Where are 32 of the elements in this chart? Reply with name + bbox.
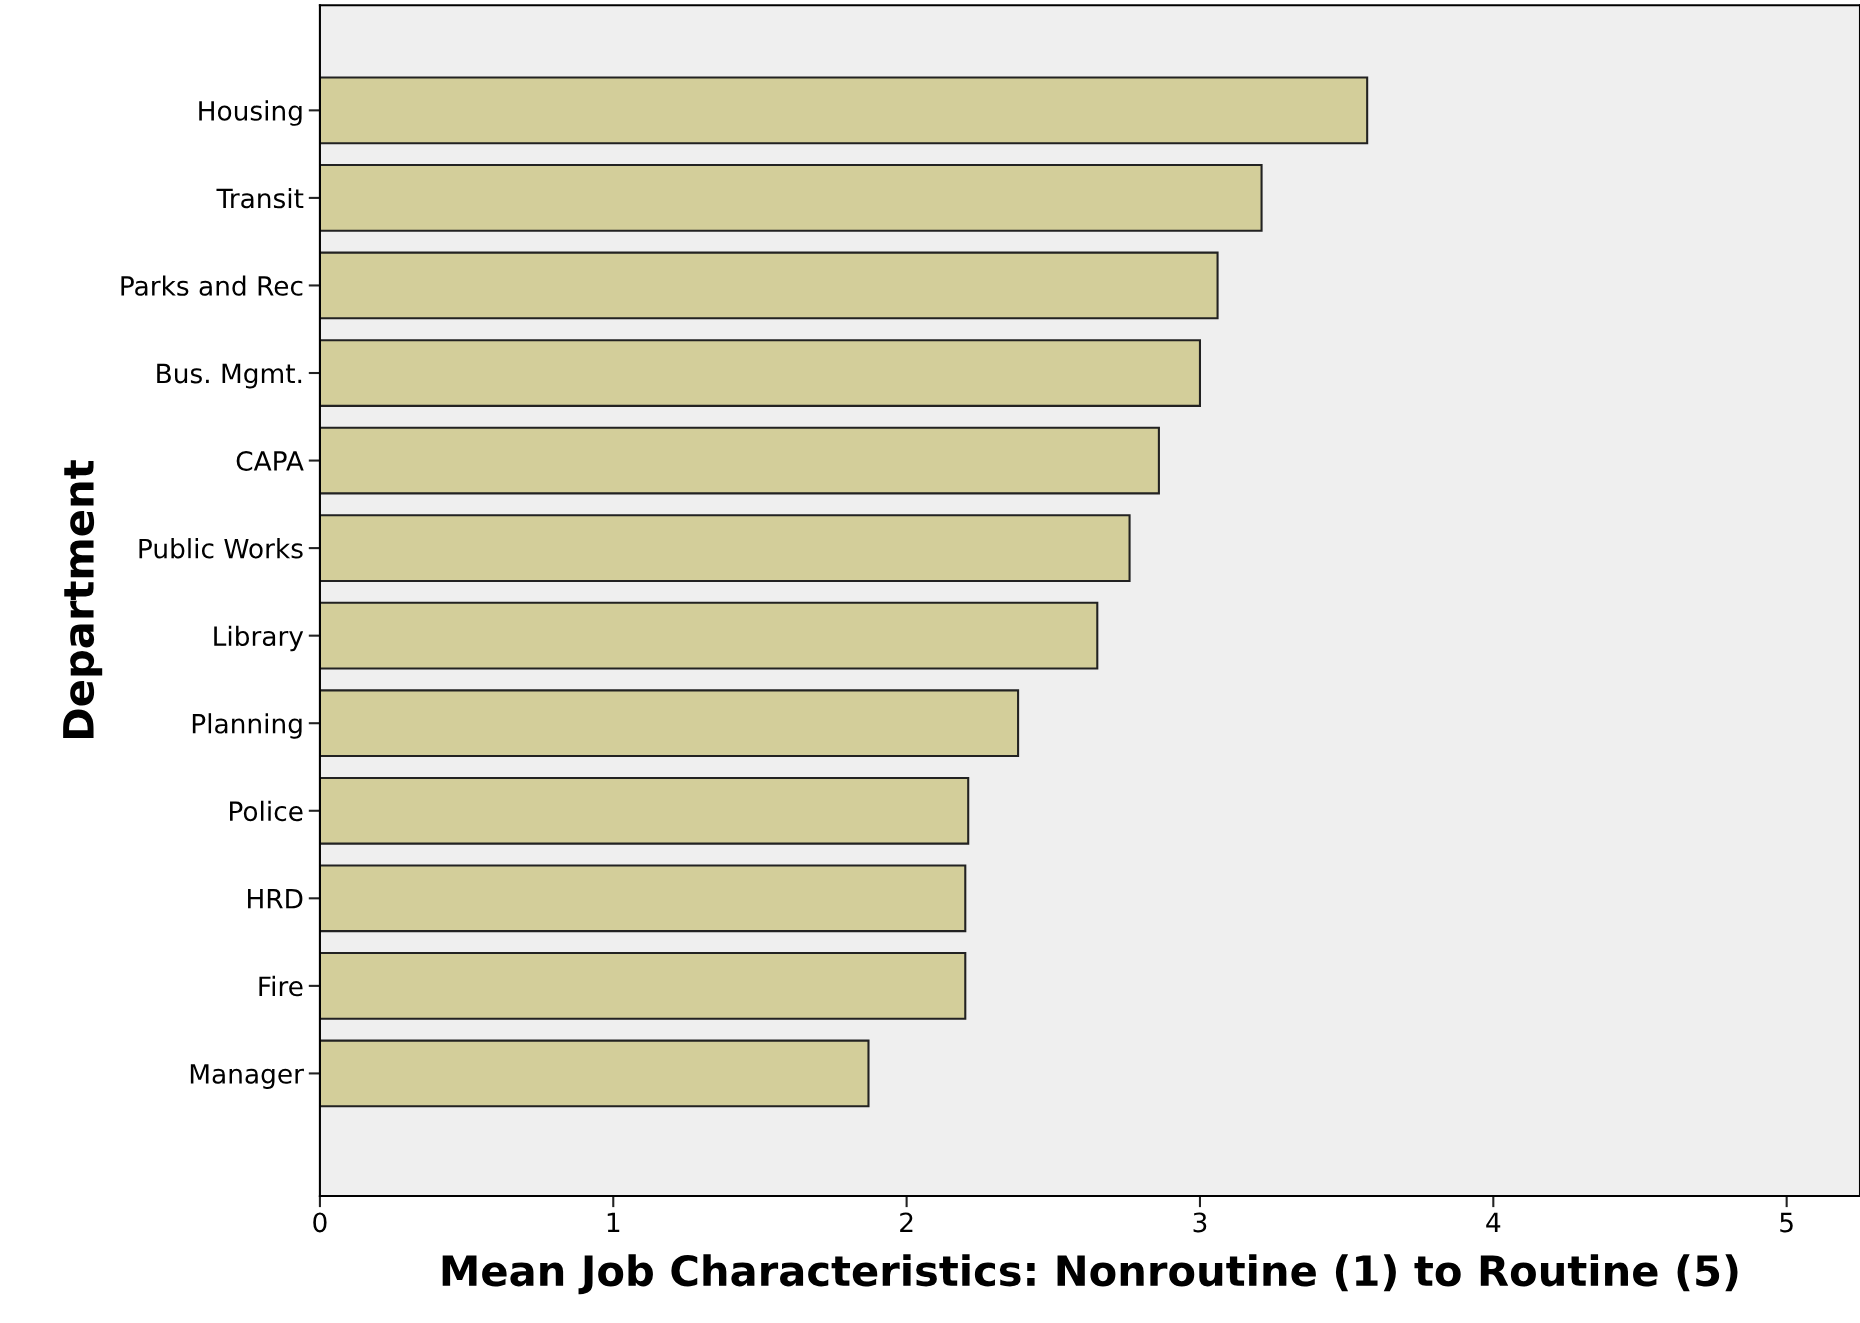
x-tick-label: 1 — [607, 1212, 620, 1233]
bar — [319, 689, 1020, 758]
y-tick-label: Public Works — [139, 538, 303, 559]
bar — [319, 426, 1160, 495]
y-tick-label: Planning — [192, 713, 302, 739]
x-axis-title: Mean Job Characteristics: Nonroutine (1) to Routine (5) — [442, 1254, 1738, 1295]
x-tick-label: 3 — [1193, 1212, 1207, 1233]
bar — [319, 251, 1219, 320]
bar — [319, 776, 970, 845]
y-tick-label: Police — [230, 800, 303, 822]
y-tick-label: Housing — [199, 100, 302, 126]
y-tick-label: Bus. Mgmt. — [157, 363, 302, 389]
y-tick-label: Transit — [216, 187, 304, 209]
y-tick-label: Manager — [190, 1064, 304, 1089]
y-tick-label: HRD — [248, 889, 303, 909]
bar — [319, 164, 1263, 232]
bar — [319, 514, 1131, 582]
bar — [319, 1039, 870, 1108]
bar — [319, 601, 1099, 670]
bar — [319, 952, 967, 1020]
bar — [319, 864, 967, 933]
y-tick-label: Fire — [259, 975, 303, 997]
x-tick-label: 4 — [1486, 1212, 1501, 1233]
y-tick-label: Library — [214, 625, 304, 652]
y-tick-label: CAPA — [236, 451, 304, 471]
y-axis-title: Department — [63, 460, 103, 739]
x-tick-label: 0 — [313, 1212, 327, 1233]
x-tick-label: 5 — [1780, 1212, 1793, 1233]
y-tick-label: Parks and Rec — [121, 275, 303, 296]
bar — [319, 339, 1202, 407]
x-tick-label: 2 — [900, 1212, 913, 1233]
bar — [319, 76, 1369, 145]
